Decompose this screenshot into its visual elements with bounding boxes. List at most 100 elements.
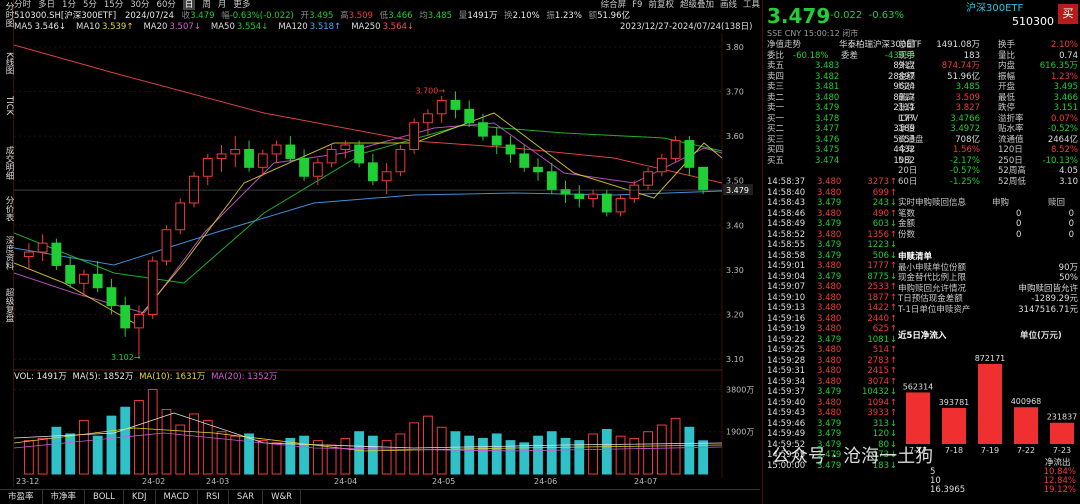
- tick-row: 14:59:04 3.479 8775 ↓: [767, 272, 897, 283]
- period-tab-9[interactable]: 月: [217, 0, 227, 10]
- stat-row: 总量 1491.08万 换手 2.10%: [898, 40, 1078, 51]
- indicator-tab-5[interactable]: RSI: [198, 490, 229, 504]
- amp-value: 1.23%: [554, 11, 582, 21]
- stat-label: 现手: [898, 50, 916, 61]
- tool-button-4[interactable]: 画线: [719, 0, 737, 10]
- volume-bar: [23, 440, 34, 475]
- period-tab-4[interactable]: 15分: [103, 0, 124, 10]
- up-arrow-icon: ↑: [889, 355, 897, 366]
- stat-row: 均价 3.485 开盘 3.495: [898, 82, 1078, 93]
- rsq-header: 申赎清单: [898, 252, 1078, 263]
- quote-side-panel: [762, 0, 1080, 504]
- close-label: 收: [181, 11, 191, 21]
- left-tab-0[interactable]: 分时图: [4, 2, 14, 28]
- candle-body: [189, 175, 199, 204]
- stat-row: 流通盘 708亿 流通值 2464亿: [898, 135, 1078, 146]
- left-tab-6[interactable]: 超级复盘: [4, 288, 14, 322]
- indicator-tab-7[interactable]: W&R: [263, 490, 302, 504]
- tick-time: 14:59:16: [767, 313, 806, 324]
- volume-bar: [464, 435, 475, 475]
- tool-button-1[interactable]: F9: [632, 0, 643, 10]
- stat-label: 60日: [898, 176, 918, 187]
- indicator-tab-6[interactable]: SAR: [229, 490, 264, 504]
- tool-button-0[interactable]: 综合屏: [600, 0, 627, 10]
- period-tab-8[interactable]: 周: [202, 0, 211, 10]
- tick-row: 14:59:22 3.479 1081 ↓: [767, 335, 897, 346]
- stat-row: IOPV 3.4766 溢折率 0.07%: [898, 114, 1078, 125]
- tick-time: 14:59:43: [767, 408, 806, 418]
- indicator-tab-2[interactable]: BOLL: [85, 490, 124, 504]
- orderbook-size: 4432: [893, 145, 915, 155]
- orderbook-size: 2111: [893, 103, 915, 113]
- volume-bar: [340, 437, 351, 475]
- kline-chart[interactable]: 3.80 3.70 3.60 3.50 3.40 3.30 3.20 3.10 3.700→ 3.…: [14, 33, 760, 489]
- period-tab-2[interactable]: 1分: [62, 0, 76, 10]
- tick-price: 3.480: [817, 229, 842, 240]
- indicator-tab-0[interactable]: 市盈率: [0, 490, 43, 504]
- volume-bar: [519, 442, 530, 475]
- price-tick: 3.70: [726, 88, 744, 97]
- candle-body: [23, 251, 34, 258]
- period-tab-7[interactable]: 日: [182, 0, 196, 10]
- tick-row: 14:59:52 3.479 80 ↓: [767, 440, 897, 451]
- indicator-tab-4[interactable]: MACD: [156, 490, 198, 504]
- ma-label: MA20: [143, 22, 168, 32]
- orderbook-diff: -43933: [884, 50, 915, 61]
- volume-bar: [216, 431, 227, 475]
- bottom-pct: 10.84%: [1043, 467, 1076, 477]
- tick-volume: 603: [872, 219, 889, 229]
- period-tab-5[interactable]: 30分: [130, 0, 150, 10]
- rsq-label: T-1日单位申赎资产: [898, 304, 971, 315]
- redeem-label: 金额: [898, 219, 916, 229]
- left-tab-4[interactable]: 分价表: [4, 196, 14, 222]
- low-mark: 3.102→: [111, 353, 141, 362]
- left-tab-5[interactable]: 深度资料: [4, 236, 14, 270]
- nav-label: 净值走势: [767, 40, 802, 50]
- volume-bar: [106, 415, 117, 475]
- bottom-value: 16.3965: [930, 485, 966, 495]
- orderbook-row: 卖四 3.482 28897: [767, 72, 915, 83]
- volume-bar: [436, 426, 447, 475]
- volume-bar: [65, 433, 76, 475]
- price-tick: 3.60: [726, 132, 744, 141]
- stat-value: 3.4766: [950, 113, 980, 124]
- candle-body: [37, 242, 48, 253]
- period-tab-6[interactable]: 60分: [156, 0, 176, 10]
- tick-price: 3.480: [817, 282, 842, 292]
- ma-value: 3.539↑: [102, 22, 134, 32]
- tick-time: 14:59:40: [767, 397, 806, 408]
- buy-button[interactable]: 买: [1058, 4, 1078, 24]
- period-tab-0[interactable]: 分时: [14, 0, 32, 10]
- indicator-tab-3[interactable]: KDJ: [124, 490, 156, 504]
- high-value: 3.509: [348, 11, 373, 21]
- ma-value: 3.507↓: [169, 22, 201, 32]
- left-tab-3[interactable]: 成交明细: [4, 146, 14, 180]
- inflow-day: 7-19: [981, 446, 999, 454]
- down-arrow-icon: ↓: [889, 219, 897, 229]
- left-tab-2[interactable]: TICK: [4, 96, 14, 116]
- tool-button-5[interactable]: 工具: [742, 0, 760, 10]
- stat-value: 3.485: [955, 82, 980, 92]
- candle-body: [409, 122, 420, 150]
- candle-body: [216, 153, 227, 159]
- security-name: 沪深300ETF: [966, 3, 1024, 14]
- stat-value: 3.495: [1053, 82, 1078, 92]
- bottom-row: 5 10.84%: [900, 468, 1078, 477]
- tick-volume: 506: [872, 250, 889, 261]
- stat-label: 均价: [898, 82, 916, 92]
- tick-volume: 10432: [861, 387, 889, 397]
- indicator-tab-1[interactable]: 市净率: [43, 490, 86, 504]
- orderbook-label: 委比: [767, 50, 785, 61]
- tool-button-2[interactable]: 前复权: [648, 0, 674, 10]
- left-tab-1[interactable]: K线图: [4, 52, 14, 75]
- period-tab-10[interactable]: 更多: [233, 0, 251, 10]
- candle-body: [175, 202, 186, 231]
- candle-body: [271, 144, 282, 155]
- period-tab-1[interactable]: 多日: [38, 0, 56, 10]
- volume-bar: [51, 426, 62, 475]
- tick-volume: 2533: [867, 282, 889, 292]
- stat-label: IOPV: [898, 113, 919, 124]
- tick-volume: 490: [872, 208, 889, 219]
- tool-button-3[interactable]: 超级叠加: [679, 0, 714, 10]
- period-tab-3[interactable]: 5分: [82, 0, 97, 10]
